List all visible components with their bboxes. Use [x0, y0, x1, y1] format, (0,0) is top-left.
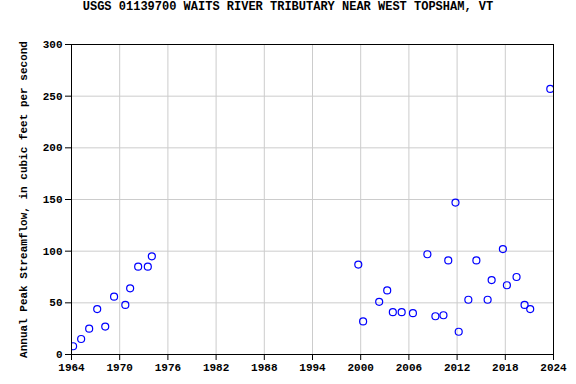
svg-text:0: 0 — [56, 349, 63, 361]
svg-text:2006: 2006 — [396, 362, 422, 374]
svg-text:50: 50 — [49, 297, 62, 309]
svg-text:1976: 1976 — [155, 362, 181, 374]
svg-text:2000: 2000 — [347, 362, 373, 374]
svg-text:300: 300 — [43, 39, 63, 51]
svg-text:1988: 1988 — [251, 362, 278, 374]
svg-text:1964: 1964 — [58, 362, 85, 374]
svg-text:150: 150 — [43, 194, 63, 206]
svg-text:Annual Peak Streamflow, in cub: Annual Peak Streamflow, in cubic feet pe… — [18, 41, 30, 358]
svg-text:100: 100 — [43, 246, 63, 258]
svg-text:200: 200 — [43, 142, 63, 154]
svg-text:2012: 2012 — [444, 362, 470, 374]
svg-text:1970: 1970 — [106, 362, 132, 374]
svg-text:1994: 1994 — [299, 362, 326, 374]
html-text:USGS 01139700 WAITS RIVER TRIB: USGS 01139700 WAITS RIVER TRIBUTARY NEAR… — [82, 0, 494, 14]
svg-text:2018: 2018 — [492, 362, 519, 374]
svg-text:2024: 2024 — [540, 362, 567, 374]
svg-text:250: 250 — [43, 91, 63, 103]
svg-text:1982: 1982 — [203, 362, 229, 374]
